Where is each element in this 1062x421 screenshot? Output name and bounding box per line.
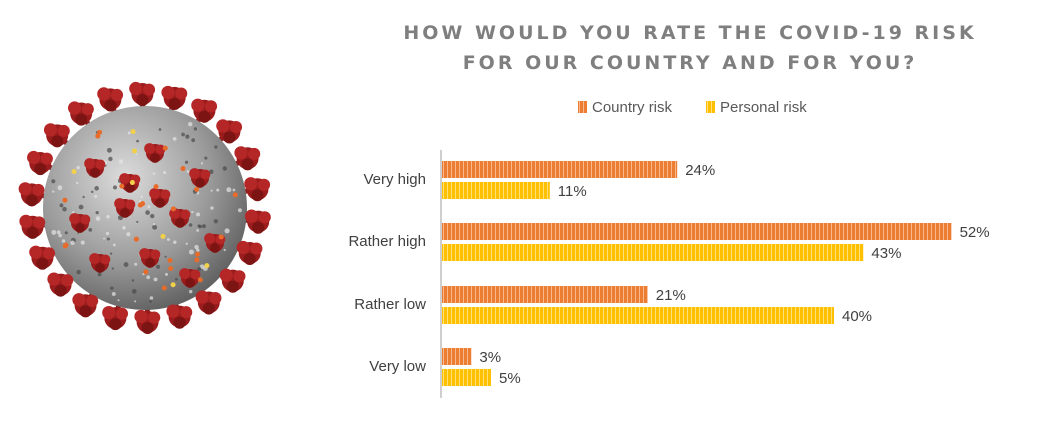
data-label: 3% bbox=[479, 349, 501, 366]
category-label: Very high bbox=[363, 171, 426, 188]
data-label: 43% bbox=[871, 245, 901, 262]
bar-country-risk bbox=[442, 348, 471, 365]
data-label: 21% bbox=[656, 287, 686, 304]
bar-personal-risk bbox=[442, 307, 834, 324]
data-label: 5% bbox=[499, 370, 521, 387]
bar-personal-risk bbox=[442, 369, 491, 386]
data-label: 52% bbox=[960, 224, 990, 241]
legend-label: Personal risk bbox=[720, 99, 807, 116]
category-label: Very low bbox=[369, 358, 426, 375]
bar-country-risk bbox=[442, 286, 648, 303]
legend-label: Country risk bbox=[592, 99, 673, 116]
chart-legend: Country risk Personal risk bbox=[578, 99, 807, 116]
category-label: Rather high bbox=[348, 233, 426, 250]
bar-country-risk bbox=[442, 223, 952, 240]
data-label: 11% bbox=[558, 183, 587, 200]
data-label: 24% bbox=[685, 162, 715, 179]
bar-country-risk bbox=[442, 161, 677, 178]
category-label: Rather low bbox=[354, 296, 426, 313]
bar-personal-risk bbox=[442, 244, 863, 261]
plot-area: Very high 24% 11% Rather high 52% 43% Rather l… bbox=[348, 150, 989, 398]
legend-swatch bbox=[706, 101, 715, 113]
data-label: 40% bbox=[842, 308, 872, 325]
bar-personal-risk bbox=[442, 182, 550, 199]
legend-swatch bbox=[578, 101, 587, 113]
